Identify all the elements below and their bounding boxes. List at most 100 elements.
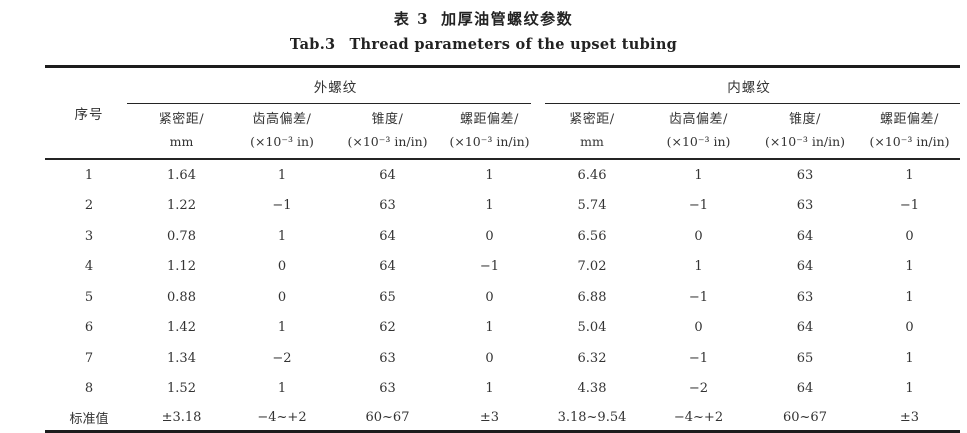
- value-cell: 60~67: [334, 404, 441, 433]
- value-cell: 1: [905, 259, 914, 275]
- value-cell: 1.64: [167, 167, 196, 183]
- value-cell: 1: [277, 381, 287, 397]
- parameters-table-wrapper: 序号 外螺纹 内螺纹 紧密距/ mm 齿高偏差/ (×10⁻³ in) 锥度/ …: [45, 65, 960, 433]
- value-cell: 1: [485, 167, 494, 183]
- value-cell: 0: [485, 289, 494, 305]
- value-cell: 0: [277, 259, 287, 275]
- value-cell: 0: [694, 320, 703, 336]
- value-cell: 63: [379, 381, 396, 397]
- table-row: 3 0.78 1 64 0 6.56 0 64 0: [45, 221, 960, 252]
- table-row: 8 1.52 1 63 1 4.38 −2 64 1: [45, 374, 960, 405]
- value-cell: 6.32: [577, 350, 607, 366]
- external-thread-group-header: 外螺纹: [127, 67, 538, 105]
- table-row: 7 1.34 −2 63 0 6.32 −1 65 1: [45, 343, 960, 374]
- value-cell: 63: [379, 350, 396, 366]
- table-number-cn: 表 3: [393, 10, 430, 28]
- value-cell: 0: [277, 289, 287, 305]
- table-row: 1 1.64 1 64 1 6.46 1 63 1: [45, 159, 960, 191]
- value-cell: −1: [688, 350, 709, 366]
- table-row: 4 1.12 0 64 −1 7.02 1 64 1: [45, 252, 960, 283]
- serial-cell: 5: [84, 289, 94, 305]
- value-cell: 64: [796, 259, 814, 275]
- serial-cell: 标准值: [45, 404, 133, 433]
- value-cell: 63: [379, 198, 396, 214]
- value-cell: 65: [379, 289, 396, 305]
- table-row: 2 1.22 −1 63 1 5.74 −1 63 −1: [45, 191, 960, 222]
- value-cell: 4.38: [577, 381, 607, 397]
- table-title-en: Thread parameters of the upset tubing: [349, 36, 678, 53]
- value-cell: −4~+2: [646, 404, 751, 433]
- value-cell: ±3: [859, 404, 960, 433]
- value-cell: 1: [485, 381, 494, 397]
- column-header-ext-tooth-height-dev: 齿高偏差/ (×10⁻³ in): [230, 104, 334, 160]
- value-cell: 7.02: [577, 259, 607, 275]
- value-cell: 63: [796, 198, 814, 214]
- table-title-cn: 加厚油管螺纹参数: [441, 10, 574, 28]
- column-header-int-pitch-dev: 螺距偏差/ (×10⁻³ in/in): [859, 104, 960, 160]
- value-cell: 1.34: [167, 350, 196, 366]
- value-cell: −2: [688, 381, 709, 397]
- value-cell: 1: [905, 350, 914, 366]
- value-cell: 1: [694, 259, 703, 275]
- value-cell: 3.18~9.54: [538, 404, 646, 433]
- column-header-row: 紧密距/ mm 齿高偏差/ (×10⁻³ in) 锥度/ (×10⁻³ in/i…: [45, 104, 960, 160]
- value-cell: 1.52: [167, 381, 196, 397]
- value-cell: 65: [796, 350, 814, 366]
- value-cell: 1.12: [167, 259, 196, 275]
- column-header-ext-tightness: 紧密距/ mm: [133, 104, 230, 160]
- value-cell: 63: [796, 289, 814, 305]
- value-cell: 1: [905, 167, 914, 183]
- column-header-int-tightness: 紧密距/ mm: [538, 104, 646, 160]
- value-cell: −4~+2: [230, 404, 334, 433]
- value-cell: 1.42: [167, 320, 196, 336]
- value-cell: 6.88: [577, 289, 607, 305]
- serial-cell: 7: [84, 350, 94, 366]
- value-cell: 60~67: [751, 404, 859, 433]
- value-cell: 5.04: [577, 320, 607, 336]
- serial-cell: 1: [84, 167, 94, 183]
- column-header-ext-taper: 锥度/ (×10⁻³ in/in): [334, 104, 441, 160]
- value-cell: 1: [277, 228, 287, 244]
- column-header-int-tooth-height-dev: 齿高偏差/ (×10⁻³ in): [646, 104, 751, 160]
- table-row: 5 0.88 0 65 0 6.88 −1 63 1: [45, 282, 960, 313]
- value-cell: 64: [796, 381, 814, 397]
- column-header-int-taper: 锥度/ (×10⁻³ in/in): [751, 104, 859, 160]
- value-cell: 0: [905, 320, 914, 336]
- value-cell: 0: [905, 228, 914, 244]
- serial-cell: 4: [84, 259, 94, 275]
- value-cell: 64: [796, 228, 814, 244]
- table-header: 序号 外螺纹 内螺纹 紧密距/ mm 齿高偏差/ (×10⁻³ in) 锥度/ …: [45, 66, 960, 160]
- value-cell: 0.88: [167, 289, 196, 305]
- value-cell: ±3.18: [133, 404, 230, 433]
- column-header-ext-pitch-dev: 螺距偏差/ (×10⁻³ in/in): [441, 104, 538, 160]
- value-cell: 1: [694, 167, 703, 183]
- value-cell: 64: [796, 320, 814, 336]
- value-cell: −2: [272, 350, 292, 366]
- value-cell: 1.22: [167, 198, 196, 214]
- table-number-en: Tab.3: [289, 36, 336, 53]
- value-cell: 64: [379, 259, 396, 275]
- table-caption-en: Tab.3 Thread parameters of the upset tubi…: [0, 36, 967, 53]
- value-cell: 1: [485, 198, 494, 214]
- value-cell: 6.46: [577, 167, 607, 183]
- value-cell: −1: [899, 198, 920, 214]
- serial-cell: 2: [84, 198, 94, 214]
- value-cell: 5.74: [577, 198, 607, 214]
- value-cell: 63: [796, 167, 814, 183]
- value-cell: −1: [688, 289, 709, 305]
- serial-cell: 3: [84, 228, 94, 244]
- value-cell: 62: [379, 320, 396, 336]
- value-cell: 1: [277, 167, 287, 183]
- value-cell: 1: [485, 320, 494, 336]
- group-header-row: 序号 外螺纹 内螺纹: [45, 66, 960, 160]
- serial-cell: 6: [84, 320, 94, 336]
- value-cell: 0: [485, 228, 494, 244]
- table-row: 6 1.42 1 62 1 5.04 0 64 0: [45, 313, 960, 344]
- value-cell: 64: [379, 167, 396, 183]
- value-cell: 1: [905, 381, 914, 397]
- value-cell: 0: [694, 228, 703, 244]
- value-cell: 0.78: [167, 228, 196, 244]
- standard-value-row: 标准值 ±3.18 −4~+2 60~67 ±3 3.18~9.54 −4~+2 60~67 ±…: [45, 404, 960, 433]
- serial-column-header: 序号: [45, 66, 133, 160]
- internal-thread-group-header: 内螺纹: [538, 67, 960, 105]
